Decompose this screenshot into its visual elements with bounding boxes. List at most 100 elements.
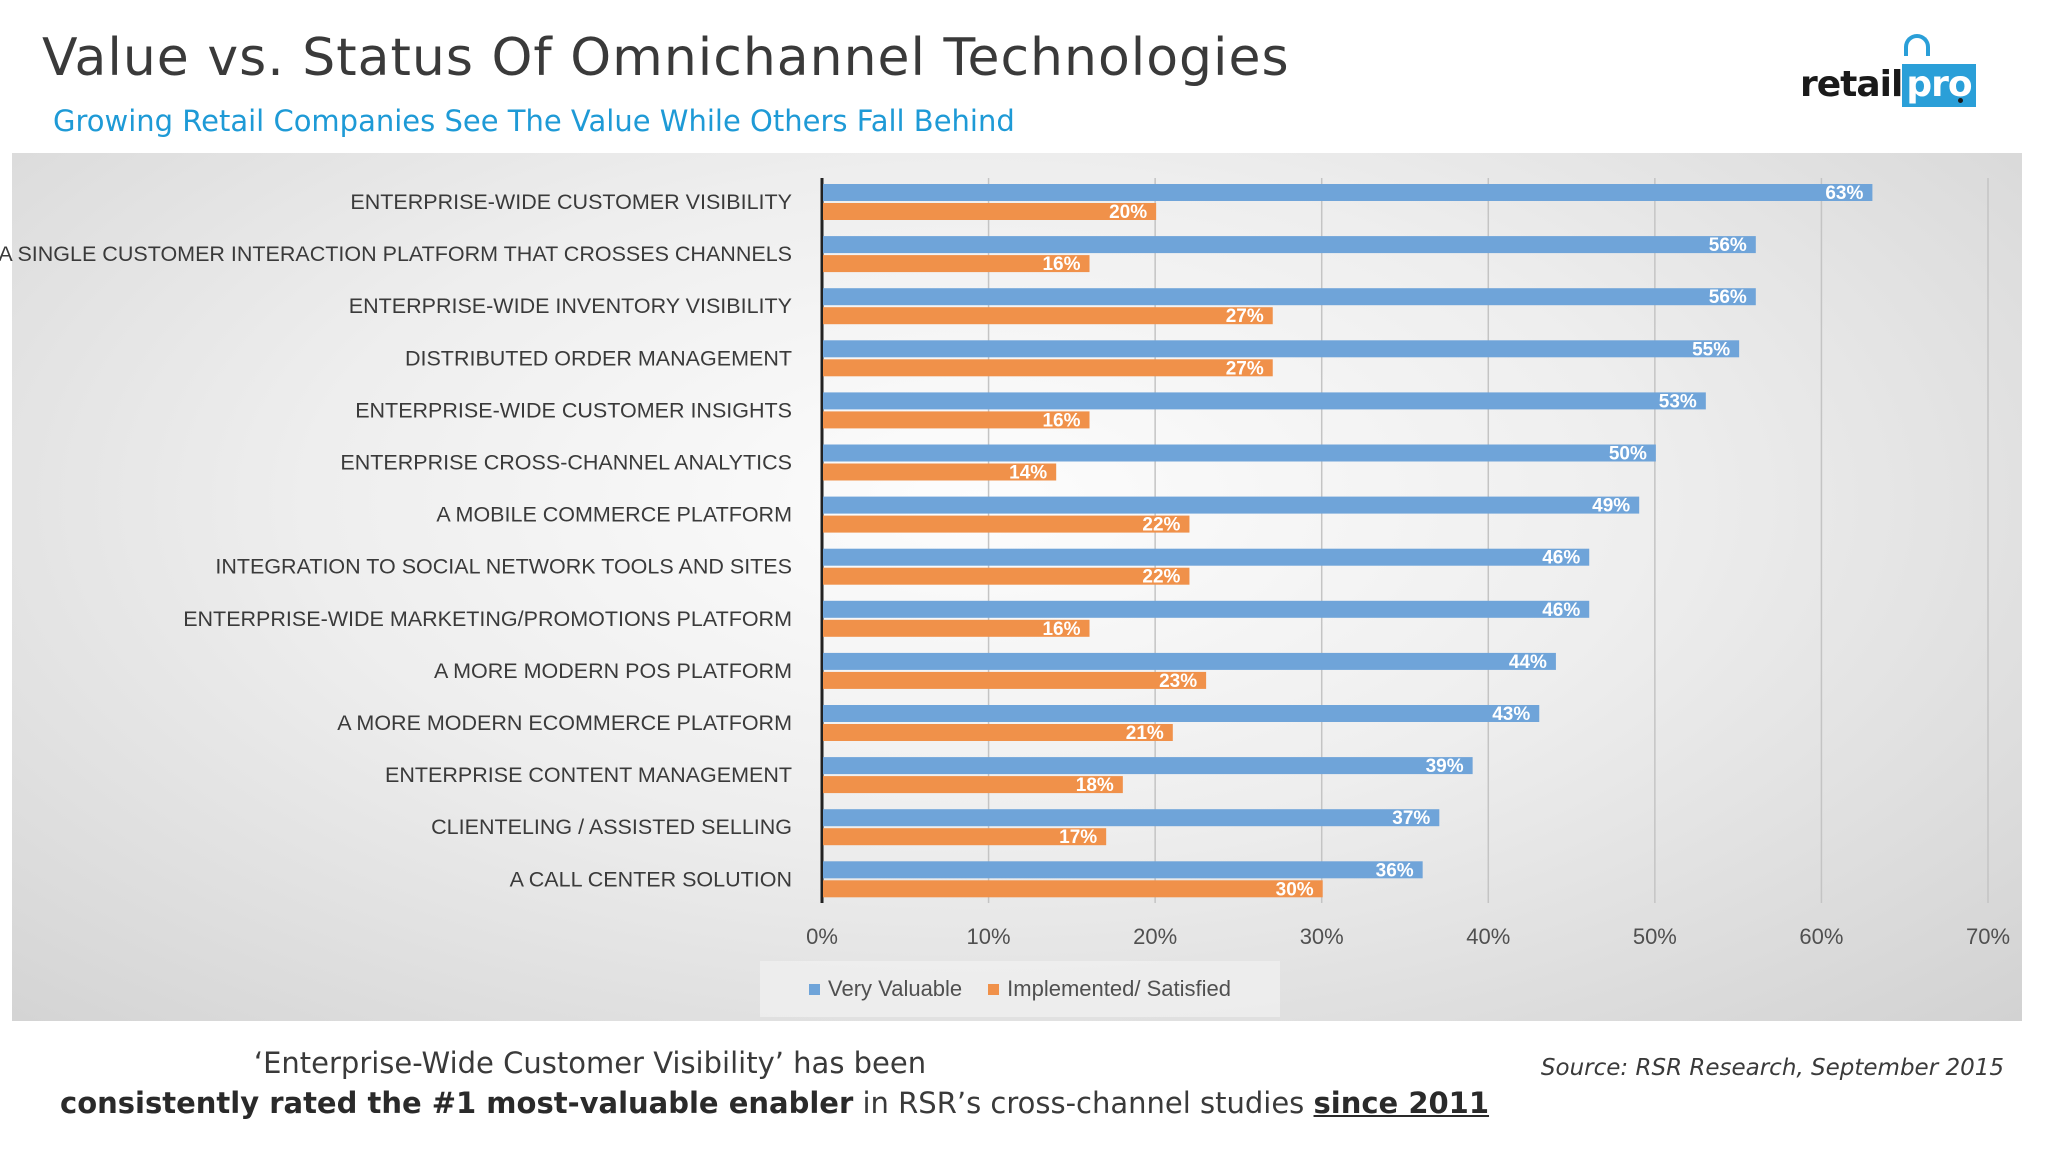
retailpro-logo: retail pro [1800,30,1976,110]
footer-note-line2: consistently rated the #1 most-valuable … [60,1086,1489,1120]
legend-item-implemented: Implemented/ Satisfied [988,976,1231,1002]
data-label: 16% [1042,619,1080,640]
logo-dot [1958,98,1963,103]
bars: 63% 20% 56% 16% 56% 27% 55% 27% 53% 16% 50% 14% 49% 2… [823,183,1873,900]
category-label: CLIENTELING / ASSISTED SELLING [431,815,792,839]
data-label: 22% [1142,515,1180,536]
legend-label-very-valuable: Very Valuable [828,976,963,1001]
data-label: 44% [1509,652,1547,673]
x-tick-label: 20% [1133,924,1177,949]
data-label: 49% [1592,496,1630,517]
legend-swatch-implemented [988,983,1000,995]
category-label: A SINGLE CUSTOMER INTERACTION PLATFORM T… [0,242,792,266]
x-tick-label: 40% [1466,924,1510,949]
data-label: 36% [1376,860,1414,881]
data-label: 56% [1709,235,1747,256]
shopping-bag-handle-icon [1904,34,1930,56]
footer-bold-text: consistently rated the #1 most-valuable … [60,1086,854,1120]
chart-title: Value vs. Status Of Omnichannel Technolo… [42,28,1290,88]
data-label: 39% [1426,756,1464,777]
logo-wordmark: retail pro [1800,64,1976,107]
bar-implemented [823,724,1173,741]
data-label: 50% [1609,444,1647,465]
category-label: A CALL CENTER SOLUTION [510,867,792,891]
footer-underlined-text: since 2011 [1313,1086,1490,1120]
bar-implemented [823,619,1090,637]
x-tick-label: 10% [967,924,1011,949]
bar-very-valuable [823,861,1423,879]
data-label: 53% [1659,391,1697,412]
category-label: DISTRIBUTED ORDER MANAGEMENT [405,346,792,370]
bar-very-valuable [823,496,1640,514]
bar-implemented [823,411,1090,429]
bar-implemented [823,567,1190,585]
category-label: ENTERPRISE CONTENT MANAGEMENT [385,763,792,787]
x-tick-label: 50% [1633,924,1677,949]
data-label: 18% [1076,775,1114,796]
bar-implemented [823,671,1207,689]
data-label: 22% [1142,567,1180,588]
bar-very-valuable [823,236,1756,254]
bar-implemented [823,880,1323,898]
bar-implemented [823,307,1273,325]
bar-very-valuable [823,600,1590,618]
data-label: 46% [1542,548,1580,569]
data-label: 56% [1709,287,1747,308]
grid-lines [820,178,1989,903]
x-tick-label: 60% [1799,924,1843,949]
data-label: 17% [1059,827,1097,848]
bar-implemented [823,359,1273,377]
bar-implemented [823,255,1090,273]
source-note: Source: RSR Research, September 2015 [1540,1055,2004,1081]
chart-legend: Very Valuable Implemented/ Satisfied [760,961,1280,1017]
logo-text-main: retail [1800,64,1903,105]
legend-label-implemented: Implemented/ Satisfied [1007,976,1231,1001]
bar-very-valuable [823,340,1740,358]
data-label: 43% [1492,704,1530,725]
bar-very-valuable [823,652,1556,670]
data-label: 37% [1392,808,1430,829]
chart-subtitle: Growing Retail Companies See The Value W… [53,104,1015,138]
x-tick-label: 0% [806,924,838,949]
bar-implemented [823,515,1190,533]
category-label: ENTERPRISE-WIDE MARKETING/PROMOTIONS PLA… [183,607,792,631]
data-label: 27% [1226,358,1264,379]
category-label: ENTERPRISE-WIDE INVENTORY VISIBILITY [349,294,792,318]
data-label: 23% [1159,671,1197,692]
data-label: 46% [1542,600,1580,621]
data-label: 21% [1126,723,1164,744]
category-label: ENTERPRISE-WIDE CUSTOMER VISIBILITY [350,190,792,214]
data-label: 63% [1825,183,1863,204]
category-label: INTEGRATION TO SOCIAL NETWORK TOOLS AND … [215,555,792,579]
footer-note-line1: ‘Enterprise-Wide Customer Visibility’ ha… [253,1046,927,1080]
bar-implemented [823,463,1057,481]
x-tick-labels: 0% 10% 20% 30% 40% 50% 60% 70% [806,924,2010,949]
bar-implemented [823,828,1107,846]
legend-swatch-very-valuable [809,983,821,995]
footer-middle-text: in RSR’s cross-channel studies [853,1086,1314,1120]
category-label: A MORE MODERN POS PLATFORM [434,659,792,683]
bar-implemented [823,203,1157,220]
category-label: A MOBILE COMMERCE PLATFORM [436,503,792,527]
bar-very-valuable [823,809,1440,827]
category-label: ENTERPRISE CROSS-CHANNEL ANALYTICS [340,451,792,475]
data-label: 55% [1692,339,1730,360]
x-tick-label: 30% [1300,924,1344,949]
data-label: 16% [1042,410,1080,431]
bar-very-valuable [823,184,1873,201]
data-label: 27% [1226,306,1264,327]
data-label: 16% [1042,254,1080,275]
bar-very-valuable [823,392,1706,410]
bar-implemented [823,776,1123,794]
x-tick-label: 70% [1966,924,2010,949]
bar-very-valuable [823,548,1590,566]
data-label: 30% [1276,879,1314,900]
category-labels: ENTERPRISE-WIDE CUSTOMER VISIBILITY A SIN… [0,190,792,891]
data-label: 20% [1109,202,1147,223]
legend-item-very-valuable: Very Valuable [809,976,962,1002]
bar-very-valuable [823,757,1473,775]
bar-very-valuable [823,705,1540,722]
logo-text-accent: pro [1902,64,1976,107]
category-label: ENTERPRISE-WIDE CUSTOMER INSIGHTS [355,398,792,422]
